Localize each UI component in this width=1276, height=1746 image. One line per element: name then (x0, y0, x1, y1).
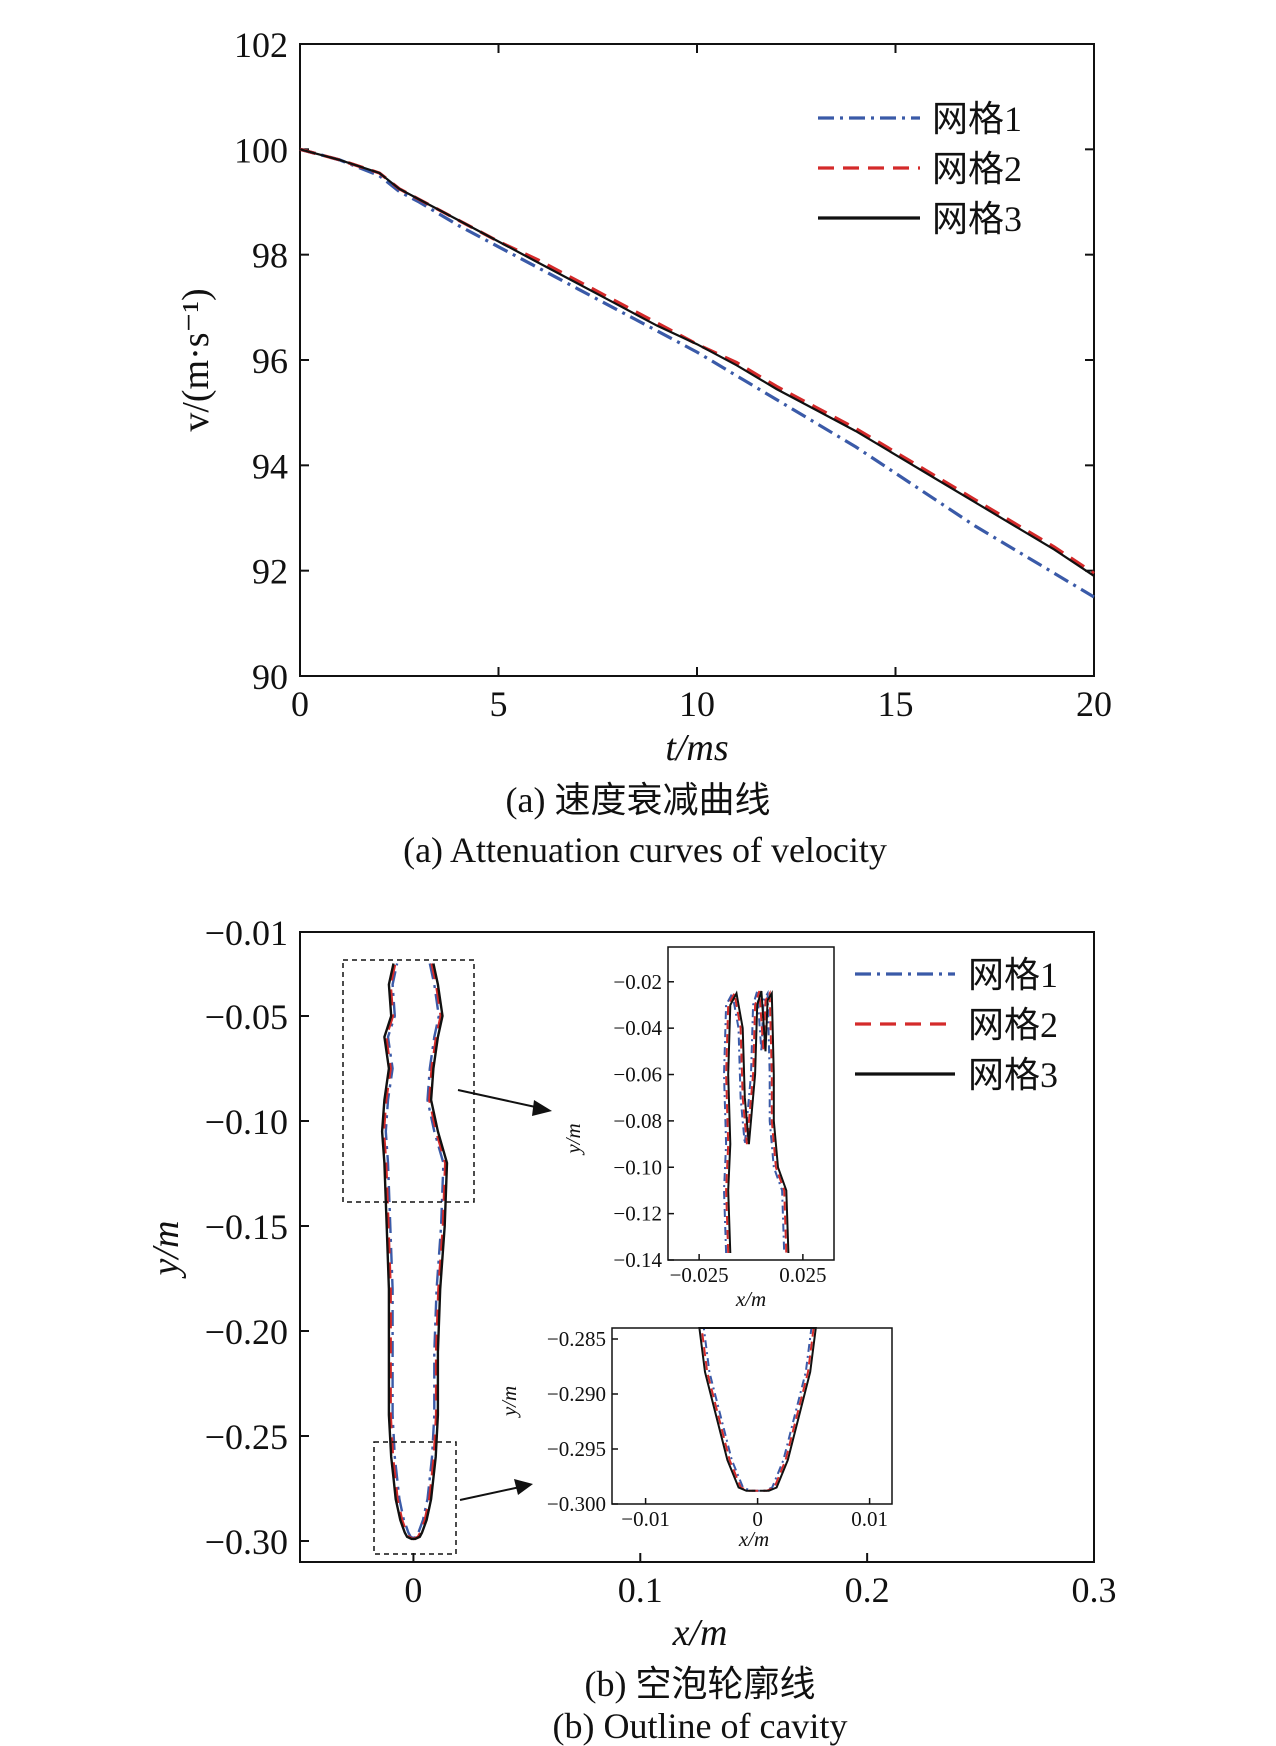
y-tick-label: −0.15 (205, 1207, 288, 1247)
x-tick-label: 5 (490, 684, 508, 724)
arrow-to-inset-top (457, 1089, 552, 1116)
inset-bottom-y-tick-label: −0.285 (547, 1327, 606, 1351)
x-tick-label: 0 (291, 684, 309, 724)
zoom-box-top (342, 959, 475, 1203)
y-tick-label: −0.25 (205, 1417, 288, 1457)
inset-top-y-tick-label: −0.04 (613, 1016, 662, 1040)
inset-top-y-tick-label: −0.10 (613, 1155, 662, 1179)
series-line-2 (299, 147, 1095, 575)
legend-b-label-2: 网格2 (968, 1005, 1058, 1045)
legend-b-label-1: 网格1 (968, 955, 1058, 995)
inset-bottom-x-label: x/m (738, 1527, 769, 1551)
series-line-3 (299, 148, 1095, 577)
inset-top-y-label: y/m (561, 1123, 585, 1155)
inset-top-y-tick-label: −0.14 (613, 1248, 662, 1272)
legend-label-2: 网格2 (932, 149, 1022, 189)
inset-top-y-tick-label: −0.06 (613, 1063, 662, 1087)
series-line-1 (299, 147, 1095, 599)
cavity-line-3 (380, 963, 449, 1541)
y-tick-label: 96 (252, 341, 288, 381)
arrow-to-inset-bottom (459, 1479, 533, 1501)
y-axis-ticks-b: −0.01 −0.05 −0.10 −0.15 −0.20 −0.25 −0.30 (205, 913, 309, 1562)
panel-a-velocity-chart: 90 92 94 96 98 100 102 0 5 10 15 20 网格1 网格2 网格3 v/(m… (175, 25, 1112, 870)
y-tick-label: −0.20 (205, 1312, 288, 1352)
inset-top: −0.02 −0.04 −0.06 −0.08 −0.10 −0.12 −0.14 −0.02… (561, 946, 835, 1311)
y-tick-label: −0.30 (205, 1522, 288, 1562)
series-lines-a (299, 147, 1095, 599)
y-tick-label: 98 (252, 236, 288, 276)
inset-bottom-y-tick-label: −0.295 (547, 1437, 606, 1461)
inset-bottom-x-tick-label: 0.01 (851, 1507, 888, 1531)
y-tick-label: 100 (234, 130, 288, 170)
x-tick-label: 0.2 (845, 1570, 890, 1610)
legend-label-1: 网格1 (932, 99, 1022, 139)
inset-bottom-x-tick-label: −0.01 (621, 1507, 670, 1531)
inset-top-line-3 (727, 989, 790, 1254)
inset-top-x-tick-label: 0.025 (779, 1263, 826, 1287)
y-axis-ticks-a: 90 92 94 96 98 100 102 (234, 25, 1094, 697)
zoom-box-bottom (373, 1441, 457, 1555)
inset-top-x-tick-label: −0.025 (670, 1263, 729, 1287)
legend-label-3: 网格3 (932, 199, 1022, 239)
x-tick-label: 20 (1076, 684, 1112, 724)
inset-top-x-label: x/m (735, 1287, 766, 1311)
legend-b-label-3: 网格3 (968, 1055, 1058, 1095)
caption-cn-a: (a) 速度衰减曲线 (506, 780, 771, 820)
legend-b: 网格1 网格2 网格3 (855, 955, 1058, 1095)
inset-bottom-y-tick-label: −0.300 (547, 1492, 606, 1516)
x-tick-label: 10 (679, 684, 715, 724)
y-tick-label: 102 (234, 25, 288, 65)
panel-b-cavity-chart: −0.01 −0.05 −0.10 −0.15 −0.20 −0.25 −0.30 0 0.1… (145, 913, 1117, 1746)
inset-bottom-line-3 (698, 1327, 817, 1492)
x-tick-label: 0.1 (618, 1570, 663, 1610)
caption-cn-b: (b) 空泡轮廓线 (585, 1664, 816, 1704)
inset-top-line-2 (725, 989, 788, 1254)
x-tick-label: 0 (404, 1570, 422, 1610)
inset-bottom-frame (611, 1327, 893, 1505)
x-tick-label: 0.3 (1072, 1570, 1117, 1610)
inset-bottom-y-label: y/m (497, 1386, 521, 1418)
inset-top-y-tick-label: −0.12 (613, 1202, 662, 1226)
y-tick-label: 90 (252, 657, 288, 697)
x-axis-label-a: t/ms (665, 727, 728, 769)
inset-top-line-1 (722, 989, 786, 1254)
legend-a: 网格1 网格2 网格3 (818, 99, 1022, 239)
y-tick-label: 94 (252, 446, 288, 486)
x-axis-ticks-a: 0 5 10 15 20 (291, 44, 1112, 724)
inset-top-y-tick-label: −0.08 (613, 1109, 662, 1133)
y-axis-label-b: y/m (145, 1221, 187, 1280)
inset-bottom-y-tick-label: −0.290 (547, 1382, 606, 1406)
x-tick-label: 15 (878, 684, 914, 724)
y-tick-label: −0.10 (205, 1102, 288, 1142)
caption-en-b: (b) Outline of cavity (553, 1706, 848, 1746)
cavity-outline-lines (380, 963, 449, 1541)
plot-frame-b (299, 931, 1095, 1563)
x-axis-ticks-b: 0 0.1 0.2 0.3 (404, 1553, 1117, 1610)
x-axis-label-b: x/m (672, 1612, 728, 1654)
inset-bottom: −0.285 −0.290 −0.295 −0.300 −0.01 0 0.01 x/m y/m (497, 1327, 893, 1551)
y-tick-label: −0.01 (205, 913, 288, 953)
inset-top-y-tick-label: −0.02 (613, 970, 662, 994)
y-tick-label: 92 (252, 552, 288, 592)
y-axis-label-a: v/(m·s⁻¹) (175, 288, 217, 431)
y-tick-label: −0.05 (205, 997, 288, 1037)
inset-bottom-x-tick-label: 0 (752, 1507, 763, 1531)
caption-en-a: (a) Attenuation curves of velocity (403, 830, 887, 870)
